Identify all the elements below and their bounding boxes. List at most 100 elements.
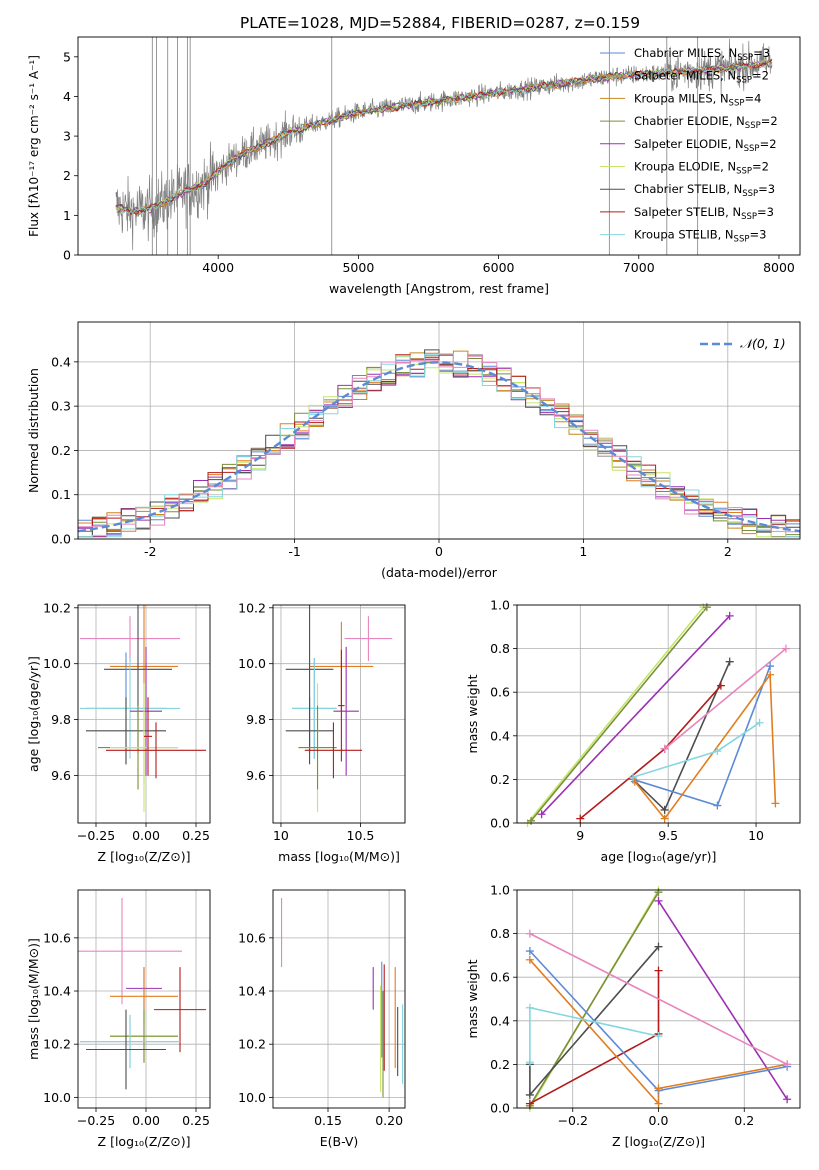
series-marker-kroupa_stelib (755, 718, 764, 727)
legend-label: Salpeter STELIB, NSSP=3 (634, 205, 774, 222)
series-line-kroupa_stelib (529, 1006, 659, 1063)
series-marker-kroupa_stelib (654, 1032, 663, 1041)
model-spectrum-kroupa_stelib (115, 58, 773, 214)
legend-sub: SSP (737, 53, 753, 63)
y-axis-label: mass [log₁₀(M/M⊙)] (26, 938, 41, 1060)
legend-sub: SSP (741, 212, 757, 222)
y-tick-label: 10.4 (43, 984, 71, 999)
y-tick-label: 9.8 (246, 712, 266, 727)
legend-tail: =2 (761, 114, 778, 128)
y-tick-label: 10.0 (43, 656, 71, 671)
legend-tail: =3 (757, 205, 774, 219)
axes-mass_vs_ebv: 0.15 0.20 10.0 10.2 10.4 10.6 E(B-V) (238, 889, 406, 1149)
axes-weight_vs_age: 9 9.5 10 0.0 0.2 0.4 0.6 0.8 1.0 age [log₁₀(age/y… (465, 598, 801, 864)
axes-layer: 4000 5000 6000 7000 8000 0 1 2 3 4 5 wavelength [An… (26, 36, 801, 1149)
legend-text: Chabrier MILES, N (634, 46, 737, 60)
y-tick-label: 0.6 (490, 970, 510, 985)
x-tick-label: 6000 (483, 260, 515, 275)
y-tick-label: 10.0 (238, 1090, 266, 1105)
y-tick-label: 0.6 (490, 685, 510, 700)
y-tick-label: 10.2 (238, 600, 266, 615)
x-tick-label: 4000 (202, 260, 234, 275)
x-axis-label: Z [log₁₀(Z/Z⊙)] (98, 849, 191, 864)
series-marker-chabrier_stelib (725, 657, 734, 666)
normal-curve (78, 361, 800, 533)
legend-sub: SSP (744, 144, 760, 154)
axes-residuals: -2 -1 0 1 2 0.0 0.1 0.2 0.3 0.4 (data-model)/error… (26, 321, 801, 580)
x-tick-label: 1 (579, 544, 587, 559)
legend-text: Kroupa STELIB, N (634, 228, 734, 242)
legend-sub: SSP (745, 121, 761, 131)
y-axis-label: age [log₁₀(age/yr)] (26, 656, 41, 772)
y-tick-label: 10.6 (238, 930, 266, 945)
legend-tail: =3 (753, 46, 770, 60)
legend-text: Salpeter ELODIE, N (634, 137, 744, 151)
y-tick-label: 0.8 (490, 641, 510, 656)
series-line-pink (529, 932, 788, 1066)
y-tick-label: 1 (63, 208, 71, 223)
y-tick-label: 2 (63, 168, 71, 183)
y-tick-label: 0.1 (51, 487, 71, 502)
x-tick-label: 9 (576, 828, 584, 843)
legend-text: Chabrier STELIB, N (634, 182, 742, 196)
series-marker-salpeter_miles (654, 1099, 663, 1108)
x-tick-label: −0.25 (77, 1113, 115, 1128)
legend-sub: SSP (742, 189, 758, 199)
series-marker-chabrier_stelib (654, 942, 663, 951)
y-tick-label: 9.6 (246, 768, 266, 783)
x-axis-label: age [log₁₀(age/yr)] (601, 849, 717, 864)
legend-sub: SSP (736, 76, 752, 86)
model-spectrum-salpeter_stelib (115, 60, 773, 216)
legend-label: Chabrier MILES, NSSP=3 (634, 46, 770, 63)
x-tick-label: 0.00 (132, 1113, 160, 1128)
x-tick-label: 10.5 (347, 828, 375, 843)
x-tick-label: −0.2 (558, 1113, 588, 1128)
x-tick-label: -1 (288, 544, 300, 559)
series-marker-chabrier_elodie (702, 603, 711, 612)
y-tick-label: 0.0 (490, 1101, 510, 1116)
axes-frame (77, 321, 801, 540)
x-tick-label: 8000 (763, 260, 795, 275)
series-marker-chabrier_elodie (654, 888, 663, 897)
series-marker-chabrier_stelib (525, 1090, 534, 1099)
x-tick-label: 10 (748, 828, 764, 843)
x-axis-label: Z [log₁₀(Z/Z⊙)] (98, 1134, 191, 1149)
series-marker-salpeter_elodie (654, 896, 663, 905)
x-axis-label: (data-model)/error (381, 565, 498, 580)
x-tick-label: 5000 (342, 260, 374, 275)
y-axis-label: mass weight (465, 959, 480, 1038)
hist-salpeter_stelib (78, 354, 800, 537)
y-tick-label: 10.0 (43, 1090, 71, 1105)
series-marker-chabrier_miles (766, 662, 775, 671)
legend-label: Kroupa STELIB, NSSP=3 (634, 228, 766, 245)
y-tick-label: 10.4 (238, 984, 266, 999)
series-line-salpeter_elodie (657, 900, 788, 1100)
y-tick-label: 9.6 (51, 768, 71, 783)
hist-chabrier_miles (78, 354, 800, 536)
hist-pink (78, 355, 800, 533)
series-line-salpeter_stelib (529, 970, 660, 1105)
series-marker-pink (660, 744, 669, 753)
x-tick-label: 7000 (623, 260, 655, 275)
hist-chabrier_elodie (78, 358, 800, 538)
axes-frame (272, 889, 406, 1109)
y-tick-label: 0.4 (490, 728, 510, 743)
legend-tail: =2 (760, 137, 777, 151)
plot-area (526, 606, 787, 823)
axes-frame (77, 604, 211, 824)
series-marker-chabrier_stelib (660, 805, 669, 814)
legend-tail: =3 (758, 182, 775, 196)
y-tick-label: 10.2 (238, 1037, 266, 1052)
legend-sub: SSP (729, 98, 745, 108)
y-tick-label: 0.2 (51, 443, 71, 458)
y-tick-label: 0.0 (51, 532, 71, 547)
y-tick-label: 0.4 (490, 1013, 510, 1028)
plot-area (281, 897, 404, 1098)
series-marker-pink (525, 929, 534, 938)
legend-sub: SSP (736, 167, 752, 177)
legend-label: Chabrier ELODIE, NSSP=2 (634, 114, 778, 131)
x-axis-label: mass [log₁₀(M/M⊙)] (278, 849, 400, 864)
x-tick-label: 0.0 (649, 1113, 669, 1128)
legend-text: Salpeter MILES, N (634, 69, 736, 83)
